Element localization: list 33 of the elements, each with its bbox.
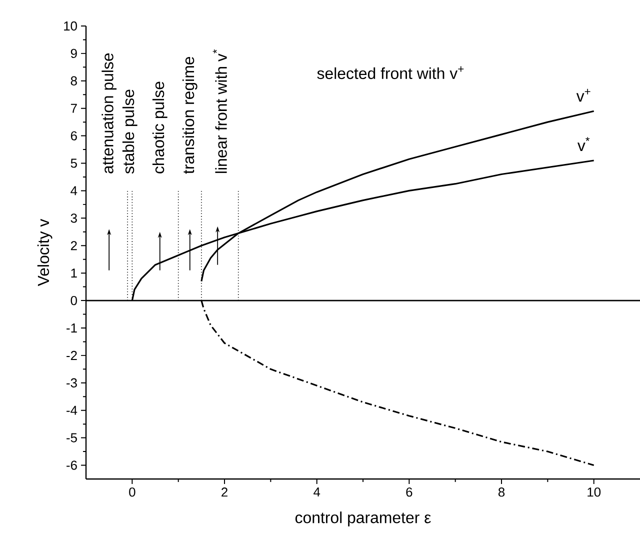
y-tick-label: -4 [66,406,78,415]
y-tick-label: 4 [70,186,78,196]
y-tick-label: 5 [70,158,77,168]
annotation: linear front with v$^{*}$ [212,49,227,173]
annotation: attenuation pulse [102,53,117,174]
y-tick-label: -2 [66,350,77,360]
y-tick-label: 10 [64,21,77,31]
x-tick-label: 6 [406,488,412,497]
y-tick-label: 7 [70,104,77,113]
annotation: stable pulse [122,90,138,174]
y-tick-label: 6 [70,131,77,140]
y-tick-label: -5 [66,433,77,442]
x-tick-label: 4 [314,488,320,496]
y-tick-label: -3 [66,378,77,388]
y-tick-label: 9 [70,48,77,58]
x-tick-label: 10 [588,488,601,497]
annotation: chaotic pulse [152,82,168,174]
annotation: transition regime [182,56,198,174]
y-tick-label: 1 [71,268,77,278]
y-tick-label: -6 [66,460,77,470]
y-tick-label: 8 [70,76,77,86]
x-tick-label: 8 [498,488,505,497]
x-tick-label: 2 [222,488,228,497]
annotation: selected front with v$^{+}$ [317,66,464,80]
x-tick-label: 0 [129,488,136,497]
series-label: v$^{+}$ [576,88,590,102]
series-label: v$^{*}$ [577,137,590,151]
y-tick-label: 3 [70,214,77,223]
y-tick-label: -1 [66,324,77,332]
x-axis-title: control parameter ε [295,512,431,526]
y-tick-label: 2 [70,241,77,250]
y-tick-label: 0 [70,296,77,306]
y-axis-title: Velocity v [37,218,52,286]
